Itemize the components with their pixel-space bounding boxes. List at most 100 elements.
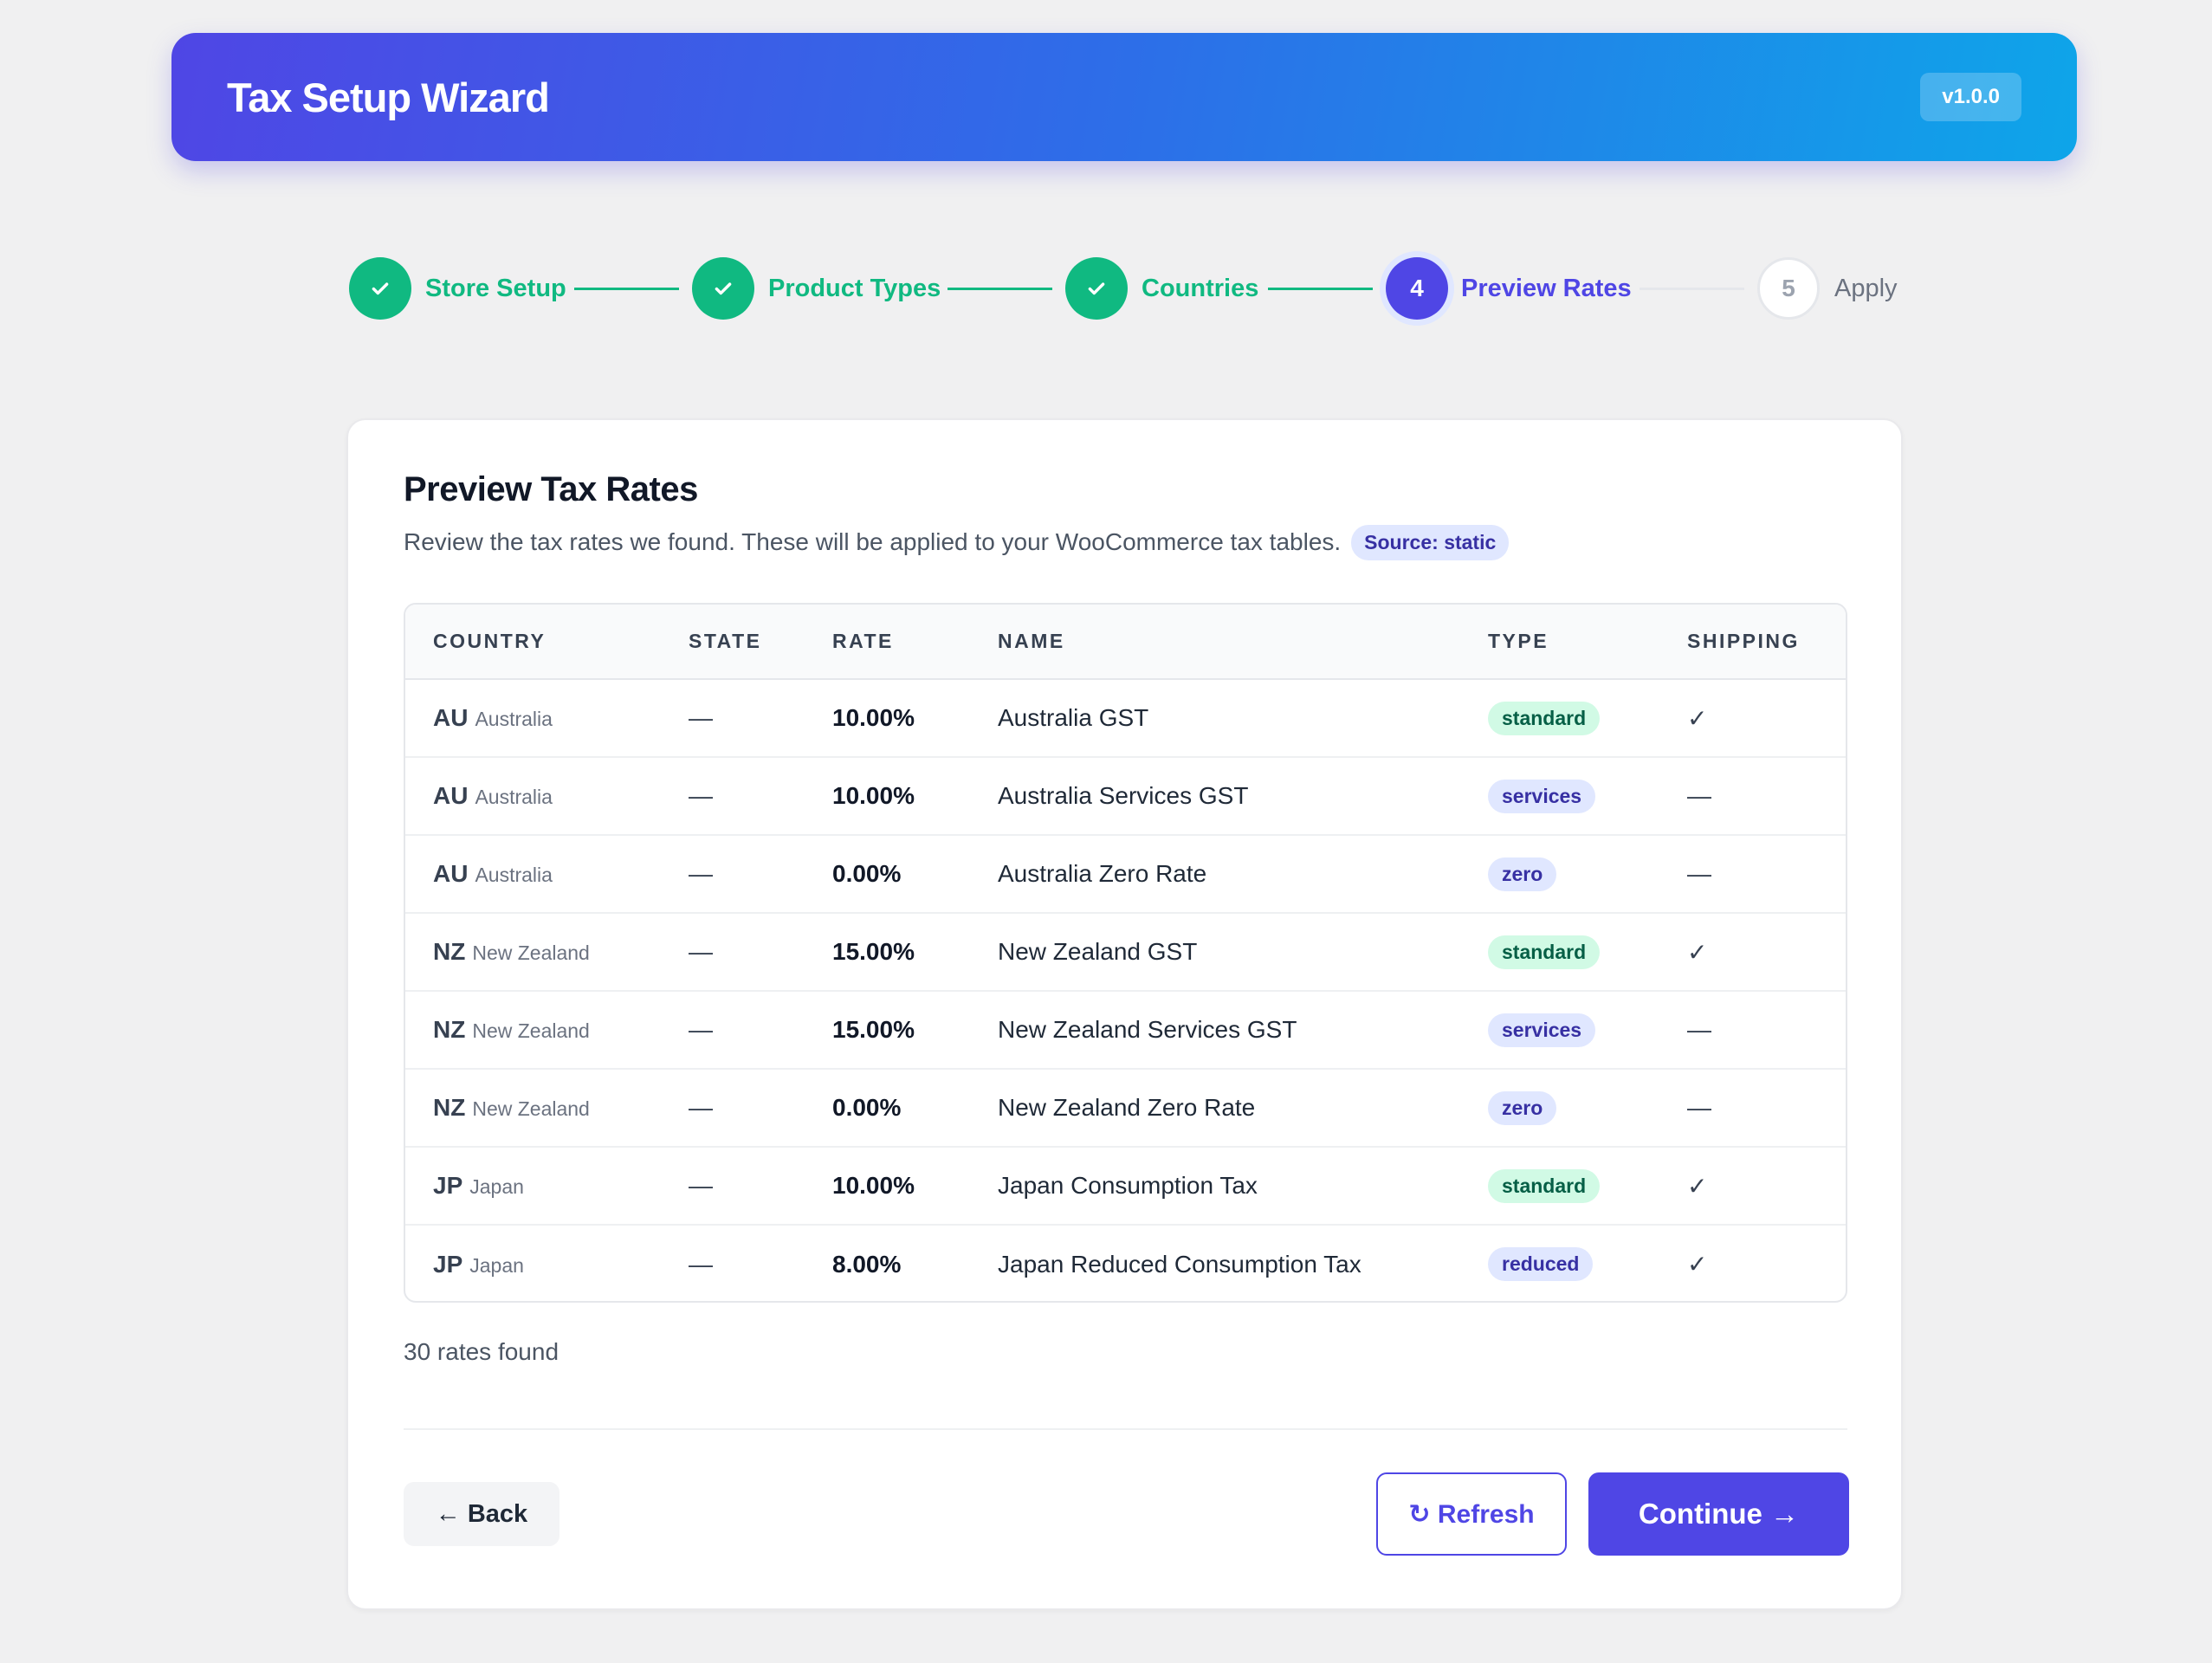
col-header-type: TYPE xyxy=(1488,630,1549,652)
cell-shipping: ✓ xyxy=(1687,1251,1708,1278)
cell-name: Australia Zero Rate xyxy=(998,860,1207,887)
type-badge: standard xyxy=(1488,1168,1601,1203)
step-3-circle[interactable] xyxy=(1065,257,1128,320)
card-subtitle: Review the tax rates we found. These wil… xyxy=(404,528,1342,555)
cell-country: NZ New Zealand xyxy=(405,1069,661,1147)
table-row: AU Australia — 10.00% Australia GST standard ✓ xyxy=(405,679,1846,757)
country-name: Australia xyxy=(475,708,553,730)
table-row: JP Japan — 8.00% Japan Reduced Consumption T… xyxy=(405,1225,1846,1301)
table-body: AU Australia — 10.00% Australia GST standard ✓… xyxy=(405,679,1846,1301)
card-subtitle-row: Review the tax rates we found. These wil… xyxy=(404,524,1510,560)
cell-country: AU Australia xyxy=(405,835,661,913)
type-badge: standard xyxy=(1488,701,1601,735)
table-header-row: COUNTRY STATE RATE NAME TYPE SHIPPING xyxy=(405,605,1846,679)
step-2-label[interactable]: Product Types xyxy=(768,275,941,302)
card-title: Preview Tax Rates xyxy=(404,470,698,508)
cell-rate: 10.00% xyxy=(832,1172,915,1199)
cell-rate: 0.00% xyxy=(832,860,902,887)
col-header-rate: RATE xyxy=(832,630,894,652)
country-code: AU xyxy=(433,860,469,887)
cell-rate: 8.00% xyxy=(832,1250,902,1278)
cell-country: AU Australia xyxy=(405,679,661,757)
cell-state: — xyxy=(689,1250,713,1278)
country-name: Japan xyxy=(469,1253,524,1277)
step-1-label[interactable]: Store Setup xyxy=(425,275,566,302)
cell-state: — xyxy=(689,1094,713,1121)
cell-state: — xyxy=(689,938,713,965)
col-header-state: STATE xyxy=(689,630,762,652)
col-header-name: NAME xyxy=(998,630,1065,652)
type-badge: zero xyxy=(1488,857,1557,891)
cell-type: standard xyxy=(1460,679,1659,757)
step-1-circle[interactable] xyxy=(349,257,411,320)
check-icon xyxy=(1088,282,1105,295)
table-row: NZ New Zealand — 0.00% New Zealand Zero Rate… xyxy=(405,1069,1846,1147)
step-connector xyxy=(1268,288,1373,290)
cell-state: — xyxy=(689,1016,713,1043)
country-code: JP xyxy=(433,1172,463,1199)
step-5-circle: 5 xyxy=(1757,257,1820,320)
divider xyxy=(404,1428,1847,1430)
step-connector xyxy=(1640,288,1744,290)
country-code: AU xyxy=(433,704,469,731)
country-name: Australia xyxy=(475,864,553,886)
col-header-country: COUNTRY xyxy=(433,630,547,652)
cell-name: Australia GST xyxy=(998,704,1149,731)
step-2-circle[interactable] xyxy=(692,257,754,320)
type-badge: standard xyxy=(1488,935,1601,969)
cell-name: New Zealand Zero Rate xyxy=(998,1094,1256,1121)
cell-rate: 10.00% xyxy=(832,782,915,809)
country-code: NZ xyxy=(433,1094,466,1121)
step-connector xyxy=(948,288,1052,290)
rates-table: COUNTRY STATE RATE NAME TYPE SHIPPING AU… xyxy=(405,605,1846,1301)
back-button[interactable]: ← Back xyxy=(404,1482,559,1546)
check-icon xyxy=(715,282,732,295)
type-badge: reduced xyxy=(1488,1247,1594,1281)
country-code: JP xyxy=(433,1250,463,1278)
step-4-circle: 4 xyxy=(1386,257,1448,320)
cell-country: JP Japan xyxy=(405,1147,661,1225)
cell-type: standard xyxy=(1460,1147,1659,1225)
country-name: New Zealand xyxy=(472,1019,590,1042)
refresh-button[interactable]: ↻ Refresh xyxy=(1376,1472,1567,1556)
cell-shipping: ✓ xyxy=(1687,938,1708,966)
continue-button[interactable]: Continue → xyxy=(1588,1472,1849,1556)
cell-type: zero xyxy=(1460,835,1659,913)
cell-rate: 15.00% xyxy=(832,938,915,965)
cell-name: Australia Services GST xyxy=(998,782,1249,809)
table-row: JP Japan — 10.00% Japan Consumption Tax stand… xyxy=(405,1147,1846,1225)
type-badge: services xyxy=(1488,779,1596,813)
country-code: NZ xyxy=(433,938,466,965)
cell-type: services xyxy=(1460,991,1659,1069)
cell-type: zero xyxy=(1460,1069,1659,1147)
cell-type: reduced xyxy=(1460,1225,1659,1301)
col-header-shipping: SHIPPING xyxy=(1687,630,1800,652)
table-row: NZ New Zealand — 15.00% New Zealand GST stand… xyxy=(405,913,1846,991)
cell-rate: 15.00% xyxy=(832,1016,915,1043)
cell-state: — xyxy=(689,782,713,809)
cell-rate: 0.00% xyxy=(832,1094,902,1121)
country-name: Japan xyxy=(469,1175,524,1198)
country-code: NZ xyxy=(433,1016,466,1043)
table-row: NZ New Zealand — 15.00% New Zealand Services… xyxy=(405,991,1846,1069)
cell-type: services xyxy=(1460,757,1659,835)
table-row: AU Australia — 10.00% Australia Services GST… xyxy=(405,757,1846,835)
country-name: New Zealand xyxy=(472,1097,590,1120)
cell-country: AU Australia xyxy=(405,757,661,835)
rates-found-count: 30 rates found xyxy=(404,1338,559,1365)
check-icon xyxy=(372,282,389,295)
step-5-label: Apply xyxy=(1834,275,1898,302)
type-badge: zero xyxy=(1488,1090,1557,1125)
cell-shipping: — xyxy=(1687,1094,1711,1121)
cell-state: — xyxy=(689,704,713,731)
type-badge: services xyxy=(1488,1013,1596,1047)
cell-name: Japan Reduced Consumption Tax xyxy=(998,1250,1361,1278)
wizard-stepper: Store Setup Product Types Countries 4 Pr… xyxy=(0,257,2212,323)
country-name: New Zealand xyxy=(472,942,590,964)
cell-shipping: ✓ xyxy=(1687,1172,1708,1200)
cell-state: — xyxy=(689,860,713,887)
step-3-label[interactable]: Countries xyxy=(1142,275,1259,302)
cell-rate: 10.00% xyxy=(832,704,915,731)
rates-table-container[interactable]: COUNTRY STATE RATE NAME TYPE SHIPPING AU… xyxy=(404,603,1847,1303)
